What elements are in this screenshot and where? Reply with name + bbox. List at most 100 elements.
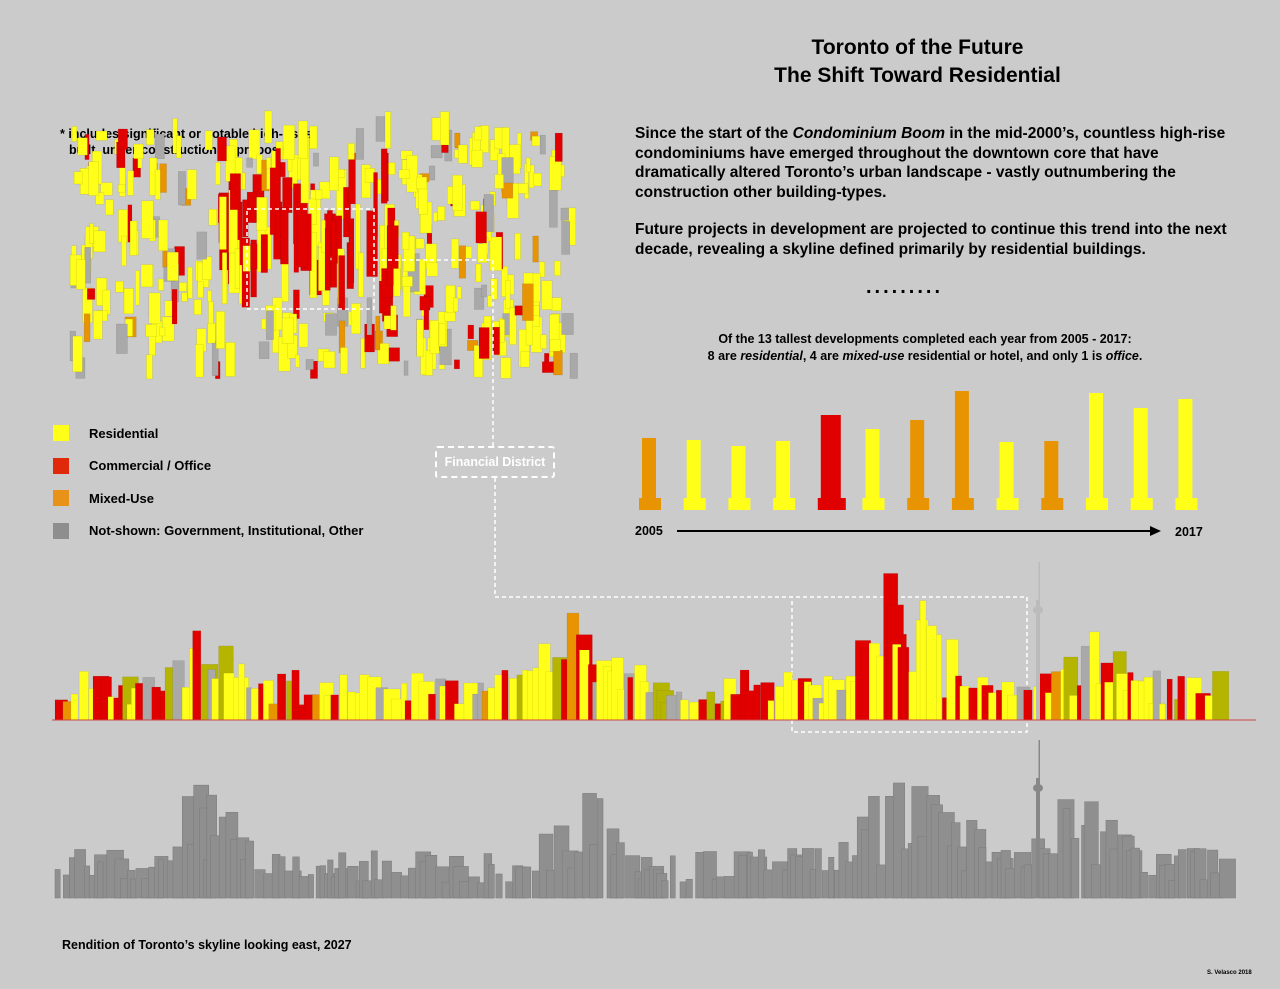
map-building [415,238,425,249]
skyline-building [330,694,339,721]
map-building [494,174,504,189]
legend-item: Not-shown: Government, Institutional, Ot… [53,522,363,539]
skyline-building [1159,703,1166,721]
skyline-building [1069,695,1078,721]
map-building [388,347,400,362]
timeline-start-label: 2005 [635,524,663,538]
map-building [561,313,574,335]
map-building [325,313,337,336]
map-building [489,236,503,271]
map-building [135,270,140,306]
skyline-building [706,691,716,721]
map-building [347,143,355,160]
connector-line [374,259,494,446]
map-building [127,170,134,196]
map-building [246,191,257,223]
skyline-building [1130,847,1140,899]
tallest-building-2006 [686,440,701,510]
map-building [355,203,361,270]
skyline-building [495,873,503,899]
map-building [554,260,561,276]
map-building [219,196,227,250]
skyline-building [501,669,509,721]
map-building [474,126,483,141]
skyline-building [745,690,755,721]
skyline-building [1177,675,1185,721]
stat-text: Of the 13 tallest developments completed… [640,331,1210,365]
skyline-building [244,840,254,899]
map-building [541,280,553,310]
map-building [416,176,428,190]
map-building [298,323,309,348]
map-building [520,351,530,368]
map-building [225,342,236,377]
skyline-building [815,848,822,899]
map-building [71,126,78,142]
map-building [360,337,366,369]
map-building [95,192,105,205]
map-building [437,206,446,221]
tallest-building-podium-2009 [817,498,846,510]
map-building [171,289,178,325]
map-building [321,219,326,253]
map-building [440,111,450,146]
financial-district-callout: Financial District [435,446,555,478]
map-building [88,161,99,196]
skyline-building [730,693,742,721]
map-building [166,251,179,281]
map-building [155,133,165,159]
legend-item: Commercial / Office [53,457,212,474]
map-building [473,345,484,378]
skyline-colored [54,562,1230,721]
map-building [541,361,554,373]
legend-swatch [53,490,69,506]
map-building [207,290,212,303]
skyline-building [900,633,907,721]
map-building [215,311,226,349]
skyline-building [763,869,772,899]
skyline-building [390,872,402,899]
map-building [187,266,193,299]
map-building [159,326,166,337]
map-building [193,299,202,315]
legend-label: Commercial / Office [89,458,212,473]
skyline-building [616,842,625,899]
map-building [490,278,498,300]
map-building [100,182,113,196]
skyline-building [661,880,669,899]
map-building [467,324,474,340]
skyline-building [926,625,937,721]
map-building [93,230,106,253]
tallest-building-2015 [1089,393,1103,510]
tallest-building-podium-2012 [951,498,974,510]
map-building [72,335,83,373]
map-building [280,207,289,265]
map-building [416,319,424,358]
skyline-building [767,700,775,721]
map-building [355,128,364,160]
map-building [499,318,505,343]
tallest-building-podium-2013 [996,498,1019,510]
skyline-building [211,678,220,721]
skyline-gray [54,740,1236,899]
intro-text-part: Since the start of the [635,125,793,142]
skyline-building [978,847,987,899]
map-building [229,173,241,210]
tallest-building-podium-2011 [907,498,930,510]
map-building [475,211,487,244]
skyline-building [1168,880,1175,899]
map-building [550,297,562,312]
map-building [248,129,261,160]
skyline-building [868,796,880,899]
skyline-building [522,669,528,721]
map-building [258,341,270,359]
map-building [195,344,204,378]
map-building [549,339,561,352]
tallest-building-podium-2006 [683,498,706,510]
skyline-building [338,852,347,899]
map-building [481,284,487,298]
skyline-building [54,869,61,899]
tallest-building-podium-2016 [1130,498,1153,510]
tallest-building-2009 [820,415,841,510]
map-building [458,245,466,279]
